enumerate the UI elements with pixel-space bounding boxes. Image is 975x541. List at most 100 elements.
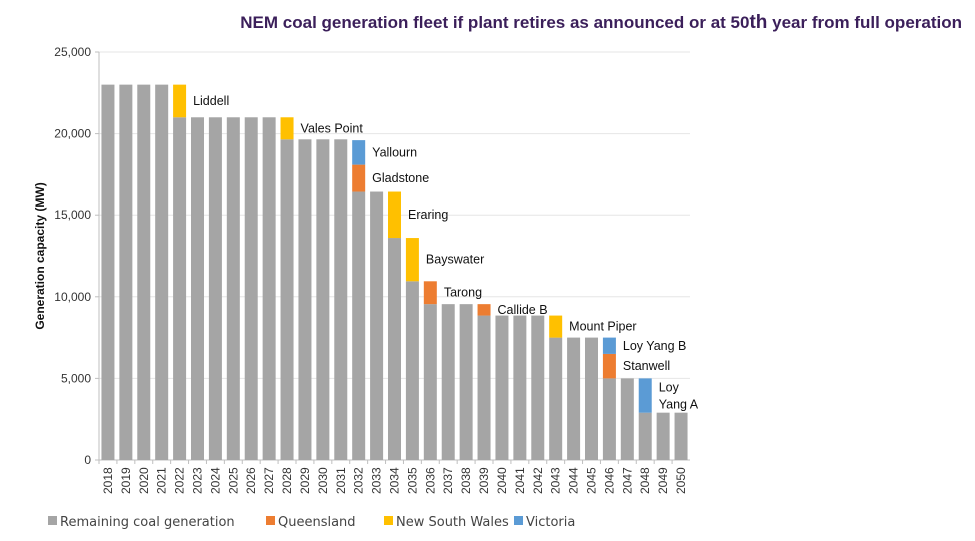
x-tick-label: 2029 [298,467,312,494]
x-tick-label: 2026 [244,467,258,494]
bar-segment-queensland [477,304,491,316]
annotation-label: Gladstone [372,171,429,185]
bar-segment-remaining-coal-generation [656,412,670,460]
x-tick-label: 2050 [674,467,688,494]
legend-swatch [384,516,393,525]
x-tick-label: 2018 [101,467,115,494]
bar-segment-remaining-coal-generation [262,117,276,460]
annotation-line: Yang A [659,398,699,412]
x-axis-ticks: 2018 2019 2020 2021 2022 2023 2024 2025 2026 2027… [98,460,688,494]
bar-segment-remaining-coal-generation [674,412,688,460]
bar-segment-remaining-coal-generation [101,84,115,460]
x-tick-label: 2046 [602,467,616,494]
annotation-line: Loy [659,381,680,395]
bar-segment-remaining-coal-generation [226,117,240,460]
bar-segment-new-south-wales [280,117,294,140]
bar-segment-remaining-coal-generation [208,117,222,460]
bar-segment-remaining-coal-generation [191,117,204,460]
bar-segment-victoria [352,140,366,165]
y-tick-label: 25,000 [54,45,91,59]
bar-segment-remaining-coal-generation [459,304,473,460]
y-axis-label: Generation capacity (MW) [33,182,47,329]
x-tick-label: 2032 [352,467,366,494]
x-tick-label: 2022 [173,467,187,494]
y-tick-label: 10,000 [54,290,91,304]
annotation-label: Yallourn [372,145,417,159]
bar-segment-remaining-coal-generation [388,238,401,460]
y-tick-label: 0 [84,453,91,467]
x-tick-label: 2035 [405,467,419,494]
bar-segment-remaining-coal-generation [441,304,455,460]
bar-segment-remaining-coal-generation [352,191,366,460]
y-axis-ticks: 0 5,000 10,000 15,000 20,000 25,000 [54,45,91,467]
legend-swatch [48,516,57,525]
bar-segment-remaining-coal-generation [334,139,348,460]
legend-label: New South Wales [396,515,509,530]
bar-segment-remaining-coal-generation [405,281,419,460]
bar-segment-new-south-wales [388,191,401,239]
x-tick-label: 2039 [477,467,491,494]
annotation-label: Liddell [193,94,229,108]
bar-segment-remaining-coal-generation [585,337,598,460]
legend-label: Remaining coal generation [60,515,235,530]
annotation-label: Callide B [498,303,548,317]
chart-title: NEM coal generation fleet if plant retir… [240,12,962,33]
x-tick-label: 2041 [513,467,527,494]
annotation-label: Mount Piper [569,320,636,334]
bar-segment-remaining-coal-generation [423,304,437,460]
x-tick-label: 2043 [549,467,563,494]
x-tick-label: 2020 [137,467,151,494]
x-tick-label: 2036 [423,467,437,494]
bars [101,84,688,460]
x-tick-label: 2028 [280,467,294,494]
bar-segment-queensland [423,281,437,305]
x-tick-label: 2049 [656,467,670,494]
bar-segment-remaining-coal-generation [244,117,258,460]
bar-segment-remaining-coal-generation [567,337,581,460]
x-tick-label: 2030 [316,467,330,494]
legend: Remaining coal generation Queensland New S… [48,515,575,530]
bar-segment-victoria [602,337,616,354]
bar-segment-queensland [602,353,616,379]
bar-segment-remaining-coal-generation [316,139,330,460]
x-tick-label: 2033 [370,467,384,494]
annotation-label: Stanwell [623,359,670,373]
bar-segment-remaining-coal-generation [477,315,491,460]
legend-swatch [266,516,275,525]
x-tick-label: 2031 [334,467,348,494]
x-tick-label: 2019 [119,467,133,494]
x-tick-label: 2023 [191,467,205,494]
bar-segment-remaining-coal-generation [531,315,545,460]
x-tick-label: 2038 [459,467,473,494]
annotation-label: Loy Yang A [659,381,699,412]
annotation-label: Tarong [444,286,482,300]
legend-label: Victoria [526,515,575,530]
x-tick-label: 2040 [495,467,509,494]
bar-segment-remaining-coal-generation [298,139,312,460]
annotation-label: Bayswater [426,253,484,267]
x-tick-label: 2024 [208,467,222,494]
bar-segment-remaining-coal-generation [280,139,294,460]
x-tick-label: 2044 [567,467,581,494]
bar-segment-new-south-wales [549,315,563,338]
x-tick-label: 2047 [620,467,634,494]
x-tick-label: 2037 [441,467,455,494]
bar-segment-victoria [638,378,652,413]
bar-segment-remaining-coal-generation [173,117,187,460]
x-tick-label: 2034 [388,467,402,494]
annotation-label: Loy Yang B [623,339,686,353]
x-tick-label: 2021 [155,467,169,494]
y-tick-label: 20,000 [54,127,91,141]
x-tick-label: 2045 [585,467,599,494]
x-tick-label: 2042 [531,467,545,494]
bar-segment-queensland [352,164,366,192]
bar-segment-remaining-coal-generation [370,191,384,460]
bar-segment-remaining-coal-generation [495,315,509,460]
y-tick-label: 5,000 [61,371,91,385]
bar-segment-remaining-coal-generation [638,412,652,460]
bar-segment-remaining-coal-generation [620,378,634,460]
x-tick-label: 2048 [638,467,652,494]
bar-segment-new-south-wales [405,238,419,282]
y-tick-label: 15,000 [54,208,91,222]
